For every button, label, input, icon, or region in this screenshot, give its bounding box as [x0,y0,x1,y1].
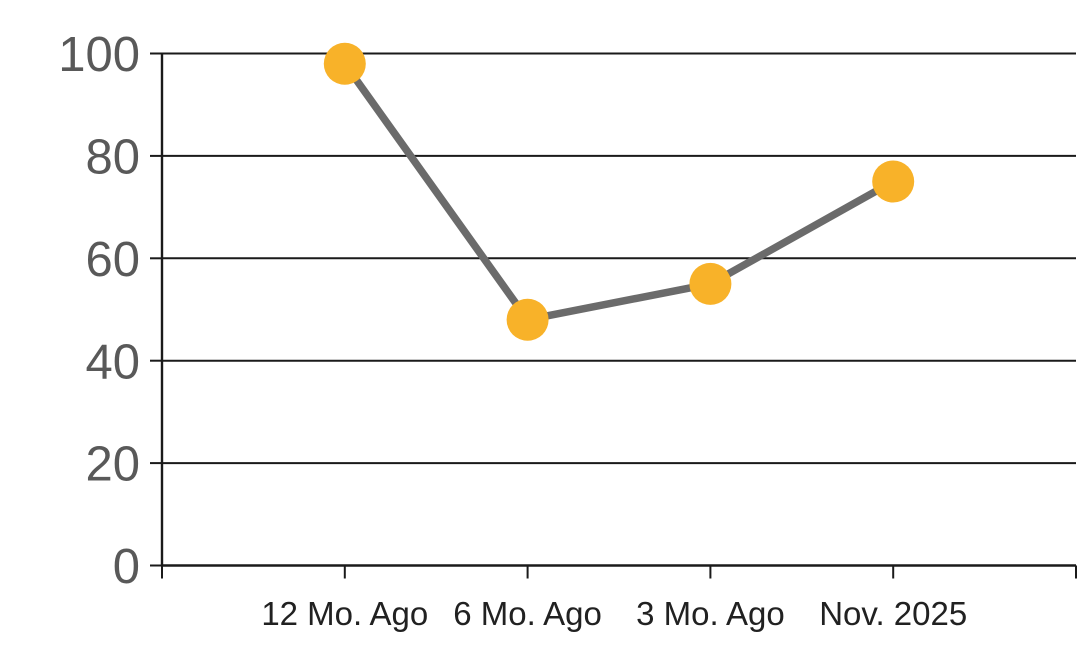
ytick-label-80: 80 [85,131,140,185]
data-line-group [341,61,896,324]
ytick-label-20: 20 [85,438,140,492]
data-line [341,61,896,324]
ytick-label-60: 60 [85,233,140,287]
xtick-label-2: 3 Mo. Ago [636,595,785,632]
data-points-group [323,42,915,341]
ytick-label-100: 100 [58,28,140,82]
xtick-label-3: Nov. 2025 [819,595,967,632]
ytick-label-0: 0 [113,540,140,594]
axes-group [160,53,1076,567]
xtick-label-0: 12 Mo. Ago [261,595,428,632]
data-point-3 Mo. Ago [689,262,732,305]
data-point-6 Mo. Ago [506,298,549,341]
tick-marks-group [150,52,1077,579]
data-point-Nov. 2025 [872,160,915,203]
xtick-label-1: 6 Mo. Ago [453,595,602,632]
xtick-labels-group: 12 Mo. Ago 6 Mo. Ago 3 Mo. Ago Nov. 2025 [261,595,967,632]
ytick-labels-group: 0 20 40 60 80 100 [58,28,140,594]
gridlines-group [162,52,1076,567]
data-point-12 Mo. Ago [323,42,366,85]
ytick-label-40: 40 [85,335,140,389]
